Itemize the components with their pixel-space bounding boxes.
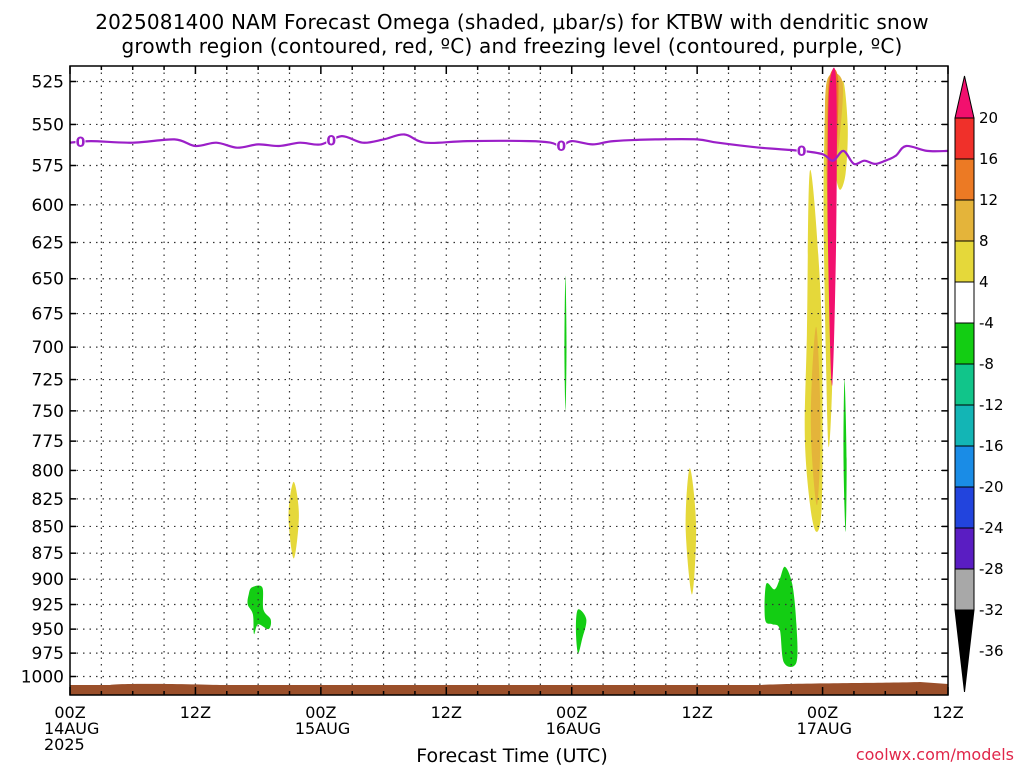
colorbar-label: -8	[979, 355, 994, 373]
omega-region	[843, 379, 847, 532]
colorbar-bin	[954, 363, 975, 406]
y-tick-label: 750	[32, 402, 64, 422]
omega-region	[575, 609, 587, 654]
x-tick-label: 17AUG	[797, 719, 852, 738]
omega-region	[835, 80, 848, 190]
colorbar-top-triangle	[954, 75, 975, 119]
x-tick-label: 14AUG	[44, 719, 99, 738]
y-tick-label: 625	[32, 233, 64, 253]
colorbar-bin	[954, 486, 975, 529]
freezing-level-label: 0	[326, 133, 336, 149]
colorbar-bin	[954, 199, 975, 242]
y-tick-label: 600	[32, 196, 64, 216]
source-credit[interactable]: coolwx.com/models	[855, 745, 1014, 764]
colorbar-label: -32	[979, 601, 1004, 619]
omega-region	[288, 481, 299, 559]
omega-region	[247, 585, 272, 635]
freezing-label-bg	[556, 139, 567, 154]
y-tick-label: 950	[32, 620, 64, 640]
freezing-label-bg	[326, 133, 337, 148]
y-tick-label: 575	[32, 157, 64, 177]
x-tick-label: 00Z	[54, 703, 85, 722]
colorbar-bin	[954, 240, 975, 283]
colorbar-bin	[954, 158, 975, 201]
colorbar-label: 8	[979, 232, 989, 250]
colorbar-label: -36	[979, 642, 1004, 660]
colorbar-label: 12	[979, 191, 998, 209]
colorbar-label: -20	[979, 478, 1004, 496]
colorbar-label: 20	[979, 109, 998, 127]
colorbar-bin	[954, 527, 975, 570]
freezing-level-label: 0	[556, 139, 566, 155]
x-tick-label: 15AUG	[295, 719, 350, 738]
y-tick-label: 650	[32, 270, 64, 290]
colorbar-label: -12	[979, 396, 1004, 414]
colorbar-label: -4	[979, 314, 994, 332]
omega-shading-layer	[247, 67, 848, 668]
freezing-level-label: 0	[797, 144, 807, 160]
x-tick-label: 00Z	[807, 703, 838, 722]
y-tick-label: 725	[32, 371, 64, 391]
axes-layer: 525 550 575 600 625 650 675 700 725 750 775 800 825 8…	[21, 65, 964, 754]
y-tick-label: 675	[32, 305, 64, 325]
colorbar-bin	[954, 117, 975, 160]
colorbar-bin	[954, 568, 975, 611]
freezing-level-layer: 0 0 0 0	[69, 133, 949, 166]
x-tick-label: 00Z	[305, 703, 336, 722]
colorbar-bin	[954, 404, 975, 447]
y-tick-label: 850	[32, 517, 64, 537]
y-tick-label: 975	[32, 644, 64, 664]
chart-title-line2: growth region (contoured, red, ºC) and f…	[121, 34, 903, 58]
colorbar-bin	[954, 281, 975, 324]
x-axis-title: Forecast Time (UTC)	[416, 745, 608, 767]
x-tick-label: 12Z	[932, 703, 963, 722]
colorbar-label: 4	[979, 273, 989, 291]
colorbar-bin	[954, 445, 975, 488]
chart-title-line1: 2025081400 NAM Forecast Omega (shaded, μ…	[95, 10, 929, 34]
y-tick-label: 800	[32, 461, 64, 481]
y-tick-label: 825	[32, 490, 64, 510]
freezing-label-bg	[75, 134, 86, 149]
y-tick-label: 775	[32, 432, 64, 452]
y-tick-label: 900	[32, 570, 64, 590]
y-tick-label: 700	[32, 338, 64, 358]
colorbar-label: -16	[979, 437, 1004, 455]
y-tick-label: 525	[32, 73, 64, 93]
colorbar-bottom-triangle	[954, 609, 975, 693]
x-tick-label: 2025	[44, 735, 85, 754]
colorbar-label: -24	[979, 519, 1004, 537]
colorbar-label: -28	[979, 560, 1004, 578]
x-tick-label: 16AUG	[546, 719, 601, 738]
freezing-label-bg	[796, 143, 807, 158]
y-tick-label: 1000	[21, 668, 64, 688]
x-tick-label: 12Z	[431, 703, 462, 722]
y-tick-label: 550	[32, 115, 64, 135]
x-tick-label: 12Z	[681, 703, 712, 722]
colorbar-label: 16	[979, 150, 998, 168]
x-tick-label: 00Z	[556, 703, 587, 722]
omega-region	[764, 566, 798, 668]
omega-region	[685, 468, 697, 595]
colorbar: 20 16 12 8 4 -4 -8 -12 -16 -20 -24 -28 -32 -36	[954, 75, 1004, 693]
x-tick-label: 12Z	[180, 703, 211, 722]
omega-region	[827, 67, 837, 386]
y-tick-label: 875	[32, 544, 64, 564]
freezing-level-label: 0	[76, 135, 86, 151]
omega-region	[564, 275, 567, 411]
omega-region	[810, 326, 821, 506]
y-tick-label: 925	[32, 596, 64, 616]
colorbar-bin	[954, 322, 975, 365]
grid-layer	[70, 66, 948, 695]
